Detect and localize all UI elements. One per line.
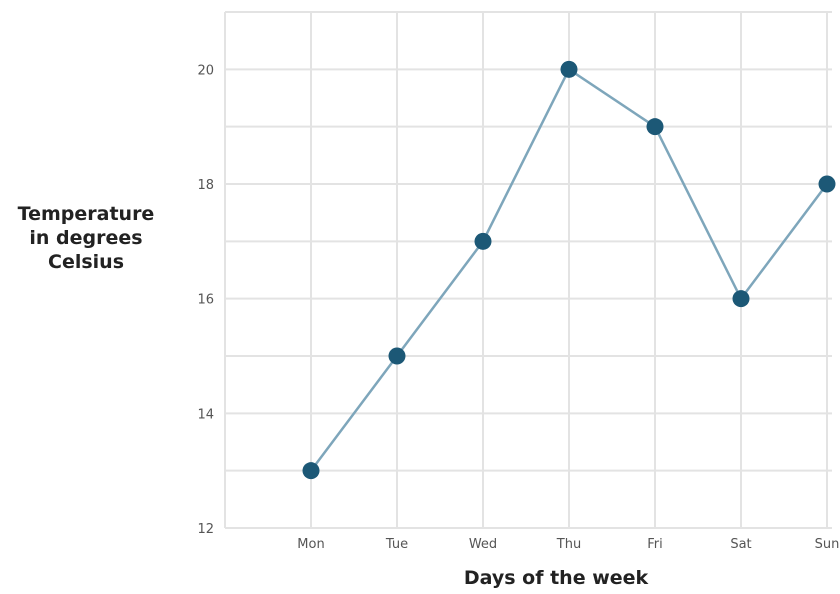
y-tick-label: 18 [197,178,214,193]
x-tick-label: Fri [647,537,663,552]
y-tick-label: 16 [197,293,214,308]
grid [224,11,832,529]
series [302,60,836,480]
data-point [646,118,664,136]
x-tick-label: Wed [469,537,497,552]
y-axis-label-line: in degrees [29,227,143,249]
tick-labels: 12 14 16 18 20 Mon Tue Wed Thu Fri Sat Sun [197,63,839,552]
x-tick-label: Sat [730,537,751,552]
y-tick-label: 20 [197,63,214,78]
data-point [474,232,492,250]
y-axis-label-line: Celsius [48,251,124,273]
x-tick-label: Tue [385,537,408,552]
data-point [560,60,578,78]
x-tick-label: Thu [556,537,581,552]
data-point [818,175,836,193]
y-axis-label: Temperature in degrees Celsius [0,202,172,274]
x-axis-label: Days of the week [463,567,649,589]
data-point [388,347,406,365]
data-point [302,462,320,480]
x-tick-label: Mon [297,537,324,552]
data-point [732,290,750,308]
y-tick-label: 14 [197,407,214,422]
x-tick-label: Sun [815,537,840,552]
y-axis-label-line: Temperature [17,203,155,225]
y-tick-label: 12 [197,522,214,537]
